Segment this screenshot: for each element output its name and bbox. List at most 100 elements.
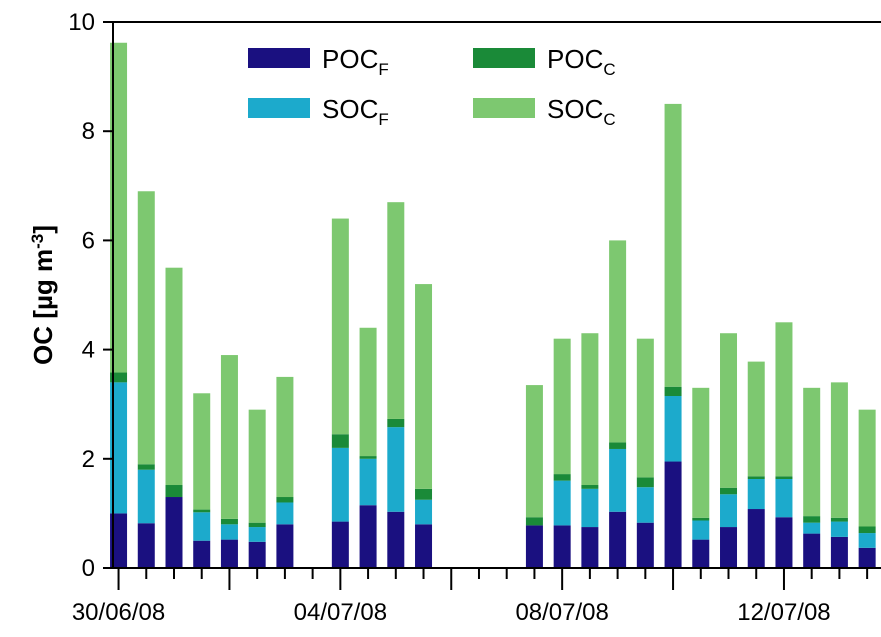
bar-segment-soc-c — [387, 202, 405, 419]
bar-segment-poc-c — [720, 487, 738, 495]
bar-segment-soc-c — [664, 103, 682, 387]
bar-segment-poc-f — [553, 525, 571, 568]
bar-segment-soc-c — [331, 218, 349, 435]
bar-segment-poc-c — [553, 474, 571, 481]
bar-segment-poc-f — [636, 522, 654, 568]
legend-swatch-soc-f — [248, 98, 310, 118]
bar-segment-poc-f — [720, 527, 738, 568]
bar-segment-poc-f — [220, 539, 238, 568]
bar-segment-soc-c — [525, 385, 543, 518]
x-tick-label: 30/06/08 — [72, 599, 165, 626]
stacked-bar — [525, 385, 543, 568]
y-tick-label: 8 — [82, 118, 95, 145]
stacked-bar — [609, 240, 627, 568]
x-tick-label: 12/07/08 — [737, 599, 830, 626]
bar-segment-soc-c — [137, 191, 155, 465]
bar-segment-soc-f — [193, 512, 211, 541]
y-tick-label: 10 — [68, 9, 95, 36]
legend-swatch-soc-c — [473, 98, 535, 118]
bar-segment-poc-f — [858, 547, 876, 568]
bar-segment-soc-c — [747, 361, 765, 477]
stacked-bar — [858, 409, 876, 568]
bar-segment-poc-c — [636, 477, 654, 488]
bar-segment-poc-c — [110, 372, 128, 383]
y-axis-title: OC [µg m-3] — [28, 225, 59, 365]
stacked-bar — [387, 202, 405, 568]
bar-segment-soc-c — [359, 327, 377, 457]
y-tick-label: 0 — [82, 555, 95, 582]
legend-item-poc-f: POCF — [248, 44, 389, 79]
x-tick-label: 08/07/08 — [515, 599, 608, 626]
legend: POCF SOCF POCC SOCC — [248, 44, 616, 129]
bar-segment-poc-f — [747, 509, 765, 568]
bar-segment-poc-c — [387, 418, 405, 428]
bar-segment-soc-c — [581, 333, 599, 486]
bar-segment-poc-c — [747, 476, 765, 479]
legend-item-poc-c: POCC — [473, 44, 616, 79]
bar-segment-poc-f — [276, 524, 294, 568]
legend-swatch-poc-c — [473, 48, 535, 68]
bar-segment-poc-c — [775, 476, 793, 479]
bar-segment-poc-c — [830, 517, 848, 522]
bar-segment-soc-f — [830, 521, 848, 537]
bar-segment-soc-f — [110, 382, 128, 514]
bar-segment-soc-c — [276, 376, 294, 498]
bar-segment-soc-f — [747, 479, 765, 510]
bar-segment-poc-f — [331, 521, 349, 568]
stacked-bar — [165, 267, 183, 568]
bar-segment-poc-f — [193, 540, 211, 568]
bar-segment-poc-c — [525, 517, 543, 526]
legend-item-soc-f: SOCF — [248, 94, 389, 129]
bar-segment-soc-f — [636, 487, 654, 523]
bar-segment-poc-c — [193, 509, 211, 513]
legend-label-poc-f: POCF — [322, 44, 389, 79]
stacked-bar — [692, 387, 710, 568]
stacked-bar — [581, 333, 599, 568]
legend-label-soc-c: SOCC — [547, 94, 616, 129]
bar-segment-soc-c — [110, 42, 128, 373]
stacked-bar — [664, 103, 682, 568]
stacked-bar — [193, 393, 211, 568]
bar-segment-soc-c — [193, 393, 211, 510]
bar-segment-soc-c — [830, 382, 848, 518]
stacked-bar — [830, 382, 848, 568]
bar-segment-soc-f — [276, 502, 294, 525]
bar-segment-soc-c — [720, 333, 738, 488]
legend-swatch-poc-f — [248, 48, 310, 68]
stacked-bar — [359, 327, 377, 568]
bar-segment-poc-c — [664, 386, 682, 397]
bar-segment-soc-f — [858, 533, 876, 548]
bar-segment-poc-f — [664, 461, 682, 568]
bar-segment-poc-c — [331, 434, 349, 448]
bar-segment-soc-c — [165, 267, 183, 486]
stacked-bar — [415, 284, 433, 568]
bar-segment-soc-f — [609, 448, 627, 512]
bar-segment-poc-c — [276, 497, 294, 503]
bar-segment-soc-c — [636, 338, 654, 478]
bar-segment-soc-c — [220, 355, 238, 519]
bar-segment-soc-f — [553, 480, 571, 526]
bar-segment-poc-c — [858, 526, 876, 534]
stacked-bar — [137, 191, 155, 568]
bar-segment-poc-f — [110, 513, 128, 568]
legend-label-soc-f: SOCF — [322, 94, 389, 129]
bar-segment-soc-f — [664, 396, 682, 462]
bar-segment-poc-c — [137, 464, 155, 470]
bar-segment-soc-f — [331, 447, 349, 522]
bar-segment-soc-f — [220, 524, 238, 540]
bar-segment-soc-f — [137, 469, 155, 524]
stacked-bar — [110, 42, 128, 568]
bar-segment-poc-f — [248, 541, 266, 568]
stacked-bar — [803, 387, 821, 568]
stacked-bar — [220, 355, 238, 568]
bar-segment-soc-f — [415, 499, 433, 525]
bar-segment-poc-c — [415, 488, 433, 500]
bar-segment-soc-f — [248, 527, 266, 542]
y-tick-label: 2 — [82, 446, 95, 473]
bar-segment-soc-c — [415, 284, 433, 489]
bar-segment-poc-c — [165, 485, 183, 498]
axes-layer — [112, 21, 881, 569]
bar-segment-soc-f — [720, 494, 738, 528]
stacked-bar — [276, 376, 294, 568]
